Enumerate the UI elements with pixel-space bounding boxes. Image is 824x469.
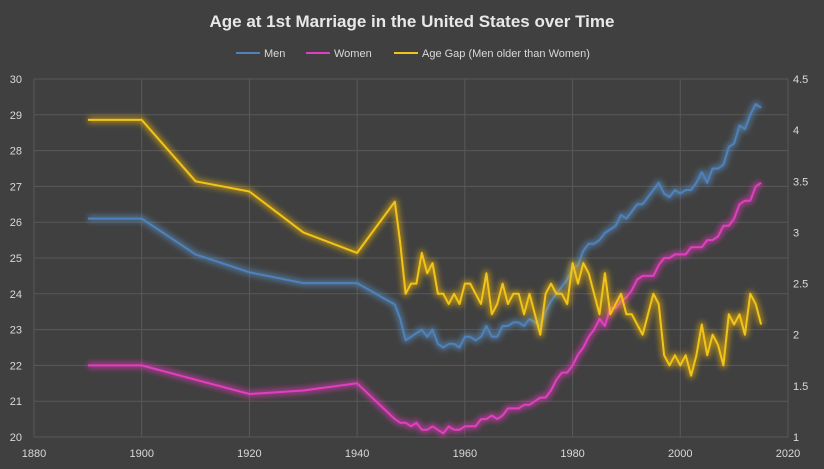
y-tick-label: 29: [10, 110, 22, 122]
series-line: [87, 118, 763, 377]
y2-tick-label: 1: [793, 432, 799, 444]
legend-item: Age Gap (Men older than Women): [394, 48, 590, 60]
series-line: [87, 181, 762, 435]
y-tick-label: 20: [10, 432, 22, 444]
y-tick-label: 30: [10, 74, 22, 86]
series-0: [87, 101, 763, 351]
y2-tick-label: 4: [793, 125, 799, 137]
x-tick-label: 1880: [22, 448, 46, 460]
gridlines: [33, 78, 789, 438]
x-tick-label: 1920: [237, 448, 261, 460]
y2-tick-label: 1.5: [793, 381, 808, 393]
y-tick-label: 24: [10, 289, 22, 301]
legend-item: Women: [306, 48, 372, 60]
y2-tick-label: 4.5: [793, 74, 808, 86]
x-tick-label: 1940: [345, 448, 369, 460]
y-tick-label: 23: [10, 325, 22, 337]
y2-tick-label: 3: [793, 227, 799, 239]
series-layer: [87, 101, 765, 437]
y2-tick-label: 2: [793, 330, 799, 342]
y2-tick-label: 3.5: [793, 176, 808, 188]
y-tick-label: 25: [10, 253, 22, 265]
series-line: [87, 103, 762, 349]
series-2: [87, 116, 765, 379]
series-1: [87, 180, 763, 437]
legend-label: Age Gap (Men older than Women): [422, 48, 590, 60]
y-tick-label: 22: [10, 360, 22, 372]
y-tick-label: 28: [10, 146, 22, 158]
chart-title: Age at 1st Marriage in the United States…: [210, 12, 615, 31]
legend-label: Men: [264, 48, 285, 60]
y2-tick-label: 2.5: [793, 279, 808, 291]
y-tick-label: 27: [10, 181, 22, 193]
y-tick-label: 26: [10, 217, 22, 229]
legend-label: Women: [334, 48, 372, 60]
x-tick-label: 2000: [668, 448, 692, 460]
x-tick-label: 1980: [560, 448, 584, 460]
legend: Men Women Age Gap (Men older than Women): [236, 48, 590, 60]
legend-item: Men: [236, 48, 285, 60]
x-tick-label: 1900: [129, 448, 153, 460]
x-tick-label: 2020: [776, 448, 800, 460]
x-tick-label: 1960: [453, 448, 477, 460]
y-tick-label: 21: [10, 396, 22, 408]
